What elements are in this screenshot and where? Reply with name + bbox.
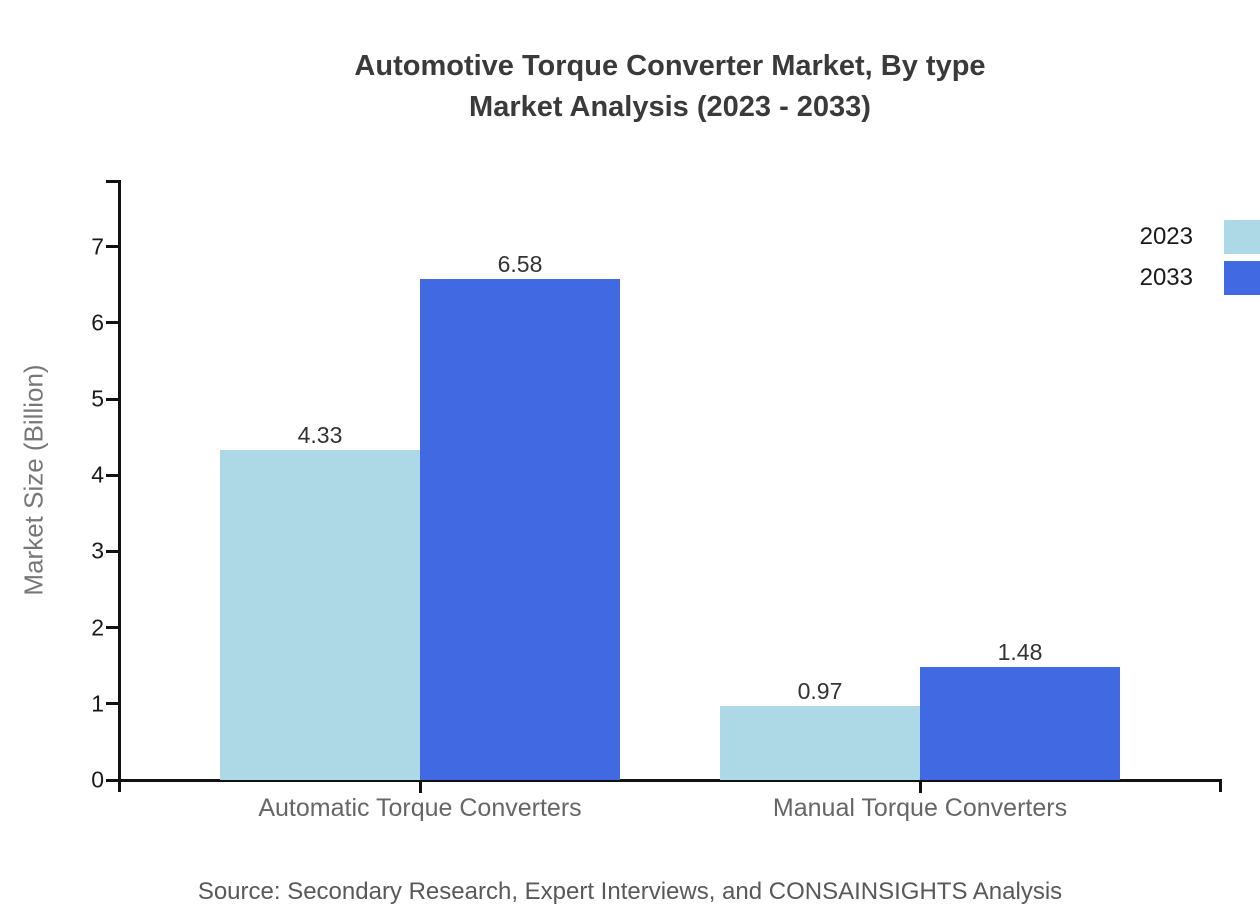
value-label-automatic-2023: 4.33 bbox=[297, 422, 343, 449]
legend-swatch-2033 bbox=[1224, 261, 1260, 295]
y-tick-label-7: 7 bbox=[91, 233, 104, 260]
category-label-2: Manual Torque Converters bbox=[772, 794, 1068, 822]
chart-title-line2: Market Analysis (2023 - 2033) bbox=[469, 91, 871, 123]
y-tick-mark-5 bbox=[106, 397, 118, 401]
chart-title-line1: Automotive Torque Converter Market, By t… bbox=[354, 50, 986, 82]
bar-automatic-2023 bbox=[220, 450, 420, 780]
y-tick-mark-1 bbox=[106, 702, 118, 706]
bar-manual-2033 bbox=[920, 667, 1120, 780]
y-tick-mark-6 bbox=[106, 321, 118, 325]
value-label-manual-2023: 0.97 bbox=[797, 678, 843, 705]
x-axis-end-cap bbox=[1219, 779, 1222, 792]
y-tick-label-0: 0 bbox=[91, 766, 104, 793]
legend-label-2033: 2033 bbox=[1139, 264, 1193, 291]
y-tick-label-3: 3 bbox=[91, 537, 104, 564]
legend-item-2023: 2023 bbox=[1140, 220, 1260, 254]
x-tick-mark-2 bbox=[918, 782, 922, 793]
y-tick-label-1: 1 bbox=[91, 690, 104, 717]
category-label-1: Automatic Torque Converters bbox=[258, 794, 582, 822]
y-axis-line bbox=[118, 180, 121, 792]
value-label-automatic-2033: 6.58 bbox=[497, 250, 543, 277]
legend-label-2023: 2023 bbox=[1139, 223, 1193, 250]
value-label-manual-2033: 1.48 bbox=[997, 639, 1043, 666]
bar-manual-2023 bbox=[720, 706, 920, 780]
legend-swatch-2023 bbox=[1224, 220, 1260, 254]
y-tick-label-5: 5 bbox=[91, 385, 104, 412]
x-tick-mark-1 bbox=[418, 782, 422, 793]
y-tick-mark-2 bbox=[106, 626, 118, 630]
y-tick-mark-4 bbox=[106, 473, 118, 477]
y-tick-mark-0 bbox=[106, 778, 118, 782]
source-note: Source: Secondary Research, Expert Inter… bbox=[197, 878, 1063, 905]
y-tick-mark-7 bbox=[106, 245, 118, 249]
y-tick-mark-3 bbox=[106, 549, 118, 553]
chart-title: Automotive Torque Converter Market, By t… bbox=[80, 46, 1260, 128]
legend: 2023 2033 bbox=[1140, 220, 1260, 295]
y-tick-label-6: 6 bbox=[91, 309, 104, 336]
y-tick-label-2: 2 bbox=[91, 614, 104, 641]
y-tick-label-4: 4 bbox=[91, 461, 104, 488]
x-axis-line bbox=[118, 779, 1222, 782]
bar-automatic-2033 bbox=[420, 278, 620, 780]
legend-item-2033: 2033 bbox=[1140, 261, 1260, 295]
y-axis-top-cap bbox=[106, 180, 121, 183]
